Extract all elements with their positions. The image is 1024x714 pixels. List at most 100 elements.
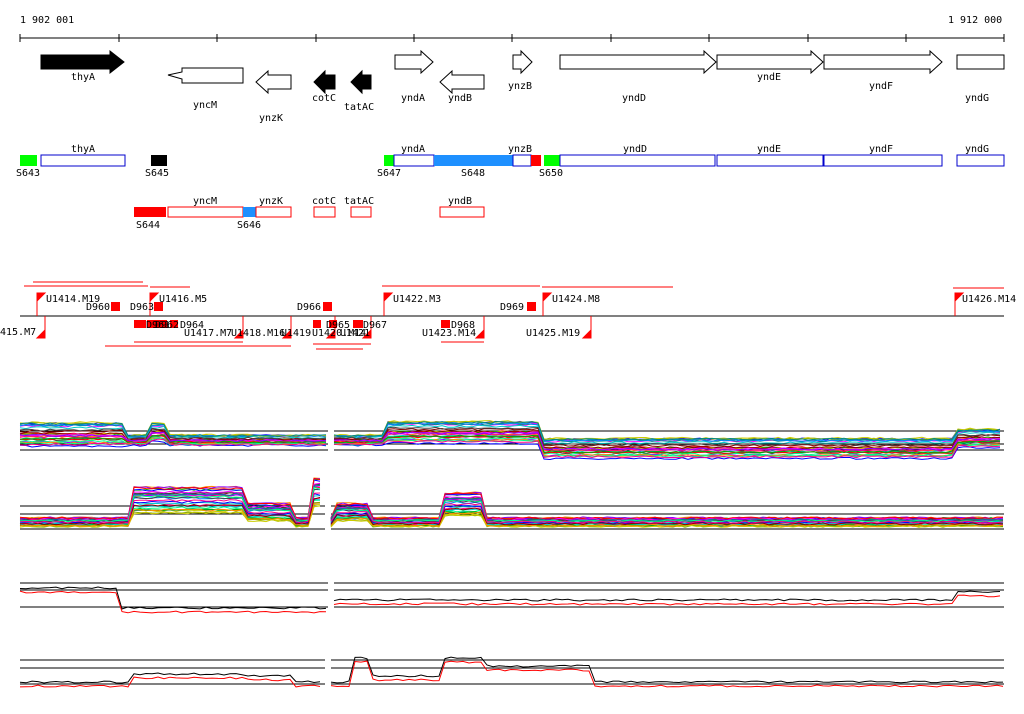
tu-label-U1419: U1419	[281, 328, 311, 339]
segment-label-S643: S643	[16, 168, 40, 179]
tu-label-U1418: U1418.M16	[231, 328, 285, 339]
segment-label-thyA: thyA	[71, 144, 95, 155]
expression-trace	[19, 492, 321, 524]
segment-S646[interactable]	[243, 207, 256, 217]
expression-trace	[19, 505, 321, 528]
segment-S644[interactable]	[134, 207, 166, 217]
segment-S650[interactable]	[544, 155, 560, 166]
segment-yndA[interactable]	[393, 154, 435, 167]
expression-trace	[330, 499, 1004, 523]
expression-trace	[334, 439, 1001, 458]
segment-S647[interactable]	[384, 155, 394, 166]
expression-trace	[19, 422, 327, 438]
axis-start-label: 1 902 001	[20, 15, 74, 26]
expression-trace	[330, 511, 1004, 527]
segment-label-yndF: yndF	[869, 144, 893, 155]
expression-trace	[333, 430, 1001, 450]
tu-label-U1423: U1423.M14	[422, 328, 476, 339]
tu-label-D961: D961	[146, 320, 170, 331]
segment-thyA[interactable]	[40, 154, 126, 167]
tu-markers-lower	[35, 316, 592, 339]
segment-label-S648: S648	[461, 168, 485, 179]
tu-extent-lines-lower	[105, 341, 484, 350]
segment-ynzK[interactable]	[255, 206, 292, 218]
gene-label-cotC: cotC	[312, 93, 336, 104]
expression-trace	[330, 660, 1004, 688]
tu-label-U1416: U1416.M5	[159, 294, 207, 305]
gene-arrow-thyA[interactable]	[40, 49, 125, 75]
tu-label-U1422: U1422.M3	[393, 294, 441, 305]
expression-panel-1	[19, 420, 1001, 461]
expression-trace	[19, 434, 326, 444]
expression-trace	[19, 431, 327, 442]
gene-track: thyA yncM ynzK cotC tatAC yndA yndB ynzB…	[40, 49, 1005, 124]
segment-track-minus: S644 yncM S646 ynzK cotC tatAC yndB	[134, 196, 485, 231]
segment-yndG[interactable]	[956, 154, 1005, 167]
segment-label-yndA: yndA	[401, 144, 425, 155]
gene-arrow-yndG[interactable]	[956, 54, 1005, 70]
tu-label-U1426: U1426.M14	[962, 294, 1016, 305]
segment-label-yndG: yndG	[965, 144, 989, 155]
gene-arrow-yndB[interactable]	[439, 69, 485, 95]
gene-label-yndB: yndB	[448, 93, 472, 104]
tu-label-U1424: U1424.M8	[552, 294, 600, 305]
expression-trace	[19, 421, 327, 437]
segment-label-S646: S646	[237, 220, 261, 231]
gene-label-yndG: yndG	[965, 93, 989, 104]
tu-label-U1414: U1414.M19	[46, 294, 100, 305]
axis-end-label: 1 912 000	[948, 15, 1002, 26]
expression-trace	[20, 496, 321, 526]
tu-label-D960: D960	[86, 302, 110, 313]
expression-trace	[333, 426, 1001, 447]
expression-trace	[330, 493, 1004, 521]
expression-trace	[333, 440, 1001, 459]
expression-trace	[333, 590, 1001, 602]
tu-label-D968: D968	[451, 320, 475, 331]
segment-label-ynzB: ynzB	[508, 144, 532, 155]
segment-tatAC[interactable]	[350, 206, 372, 218]
segment-ynzB[interactable]	[512, 154, 532, 167]
segment-yncM[interactable]	[167, 206, 244, 218]
tu-label-D966: D966	[297, 302, 321, 313]
expression-trace	[19, 676, 321, 688]
expression-threshold-lines	[20, 430, 1004, 685]
gene-arrow-cotC[interactable]	[313, 69, 336, 95]
tu-label-D969: D969	[500, 302, 524, 313]
expression-trace	[330, 491, 1004, 520]
segment-S645[interactable]	[151, 155, 167, 166]
expression-trace	[19, 482, 321, 521]
gene-arrow-yndA[interactable]	[394, 49, 434, 75]
expression-trace	[330, 507, 1004, 526]
segment-S643[interactable]	[20, 155, 37, 166]
segment-yndE[interactable]	[716, 154, 824, 167]
coordinate-axis: 1 902 001 1 912 000	[19, 15, 1005, 42]
expression-panel-2	[19, 477, 1004, 528]
expression-panel-4	[19, 656, 1004, 688]
gene-arrow-yndD[interactable]	[559, 49, 717, 75]
gene-arrow-ynzB[interactable]	[512, 49, 533, 75]
segment-yndD[interactable]	[559, 154, 716, 167]
tu-extent-lines-upper	[24, 281, 1004, 289]
expression-trace	[19, 431, 327, 443]
segment-label-cotC: cotC	[312, 196, 336, 207]
gene-arrow-tatAC[interactable]	[350, 69, 372, 95]
gene-arrow-yndF[interactable]	[823, 49, 943, 75]
gene-label-yndF: yndF	[869, 81, 893, 92]
expression-trace	[330, 493, 1004, 520]
segment-yndF[interactable]	[823, 154, 943, 167]
segment-red-small[interactable]	[531, 155, 541, 166]
gene-arrow-yndE[interactable]	[716, 49, 824, 75]
tu-label-U1425: U1425.M19	[526, 328, 580, 339]
gene-arrow-ynzK[interactable]	[255, 69, 292, 95]
segment-S648[interactable]	[434, 155, 513, 166]
tu-label-U1421: U1421	[340, 328, 370, 339]
segment-label-ynzK: ynzK	[259, 196, 283, 207]
expression-trace	[333, 441, 1001, 461]
gene-arrow-yncM[interactable]	[167, 67, 244, 84]
gene-label-yncM: yncM	[193, 100, 217, 111]
expression-trace	[333, 431, 1001, 451]
segment-cotC[interactable]	[313, 206, 336, 218]
segment-yndB[interactable]	[439, 206, 485, 218]
expression-trace	[19, 586, 327, 610]
transcription-unit-track: U1414.M19 D960 D963 U1416.M5 D966 U1422.…	[0, 281, 1016, 350]
